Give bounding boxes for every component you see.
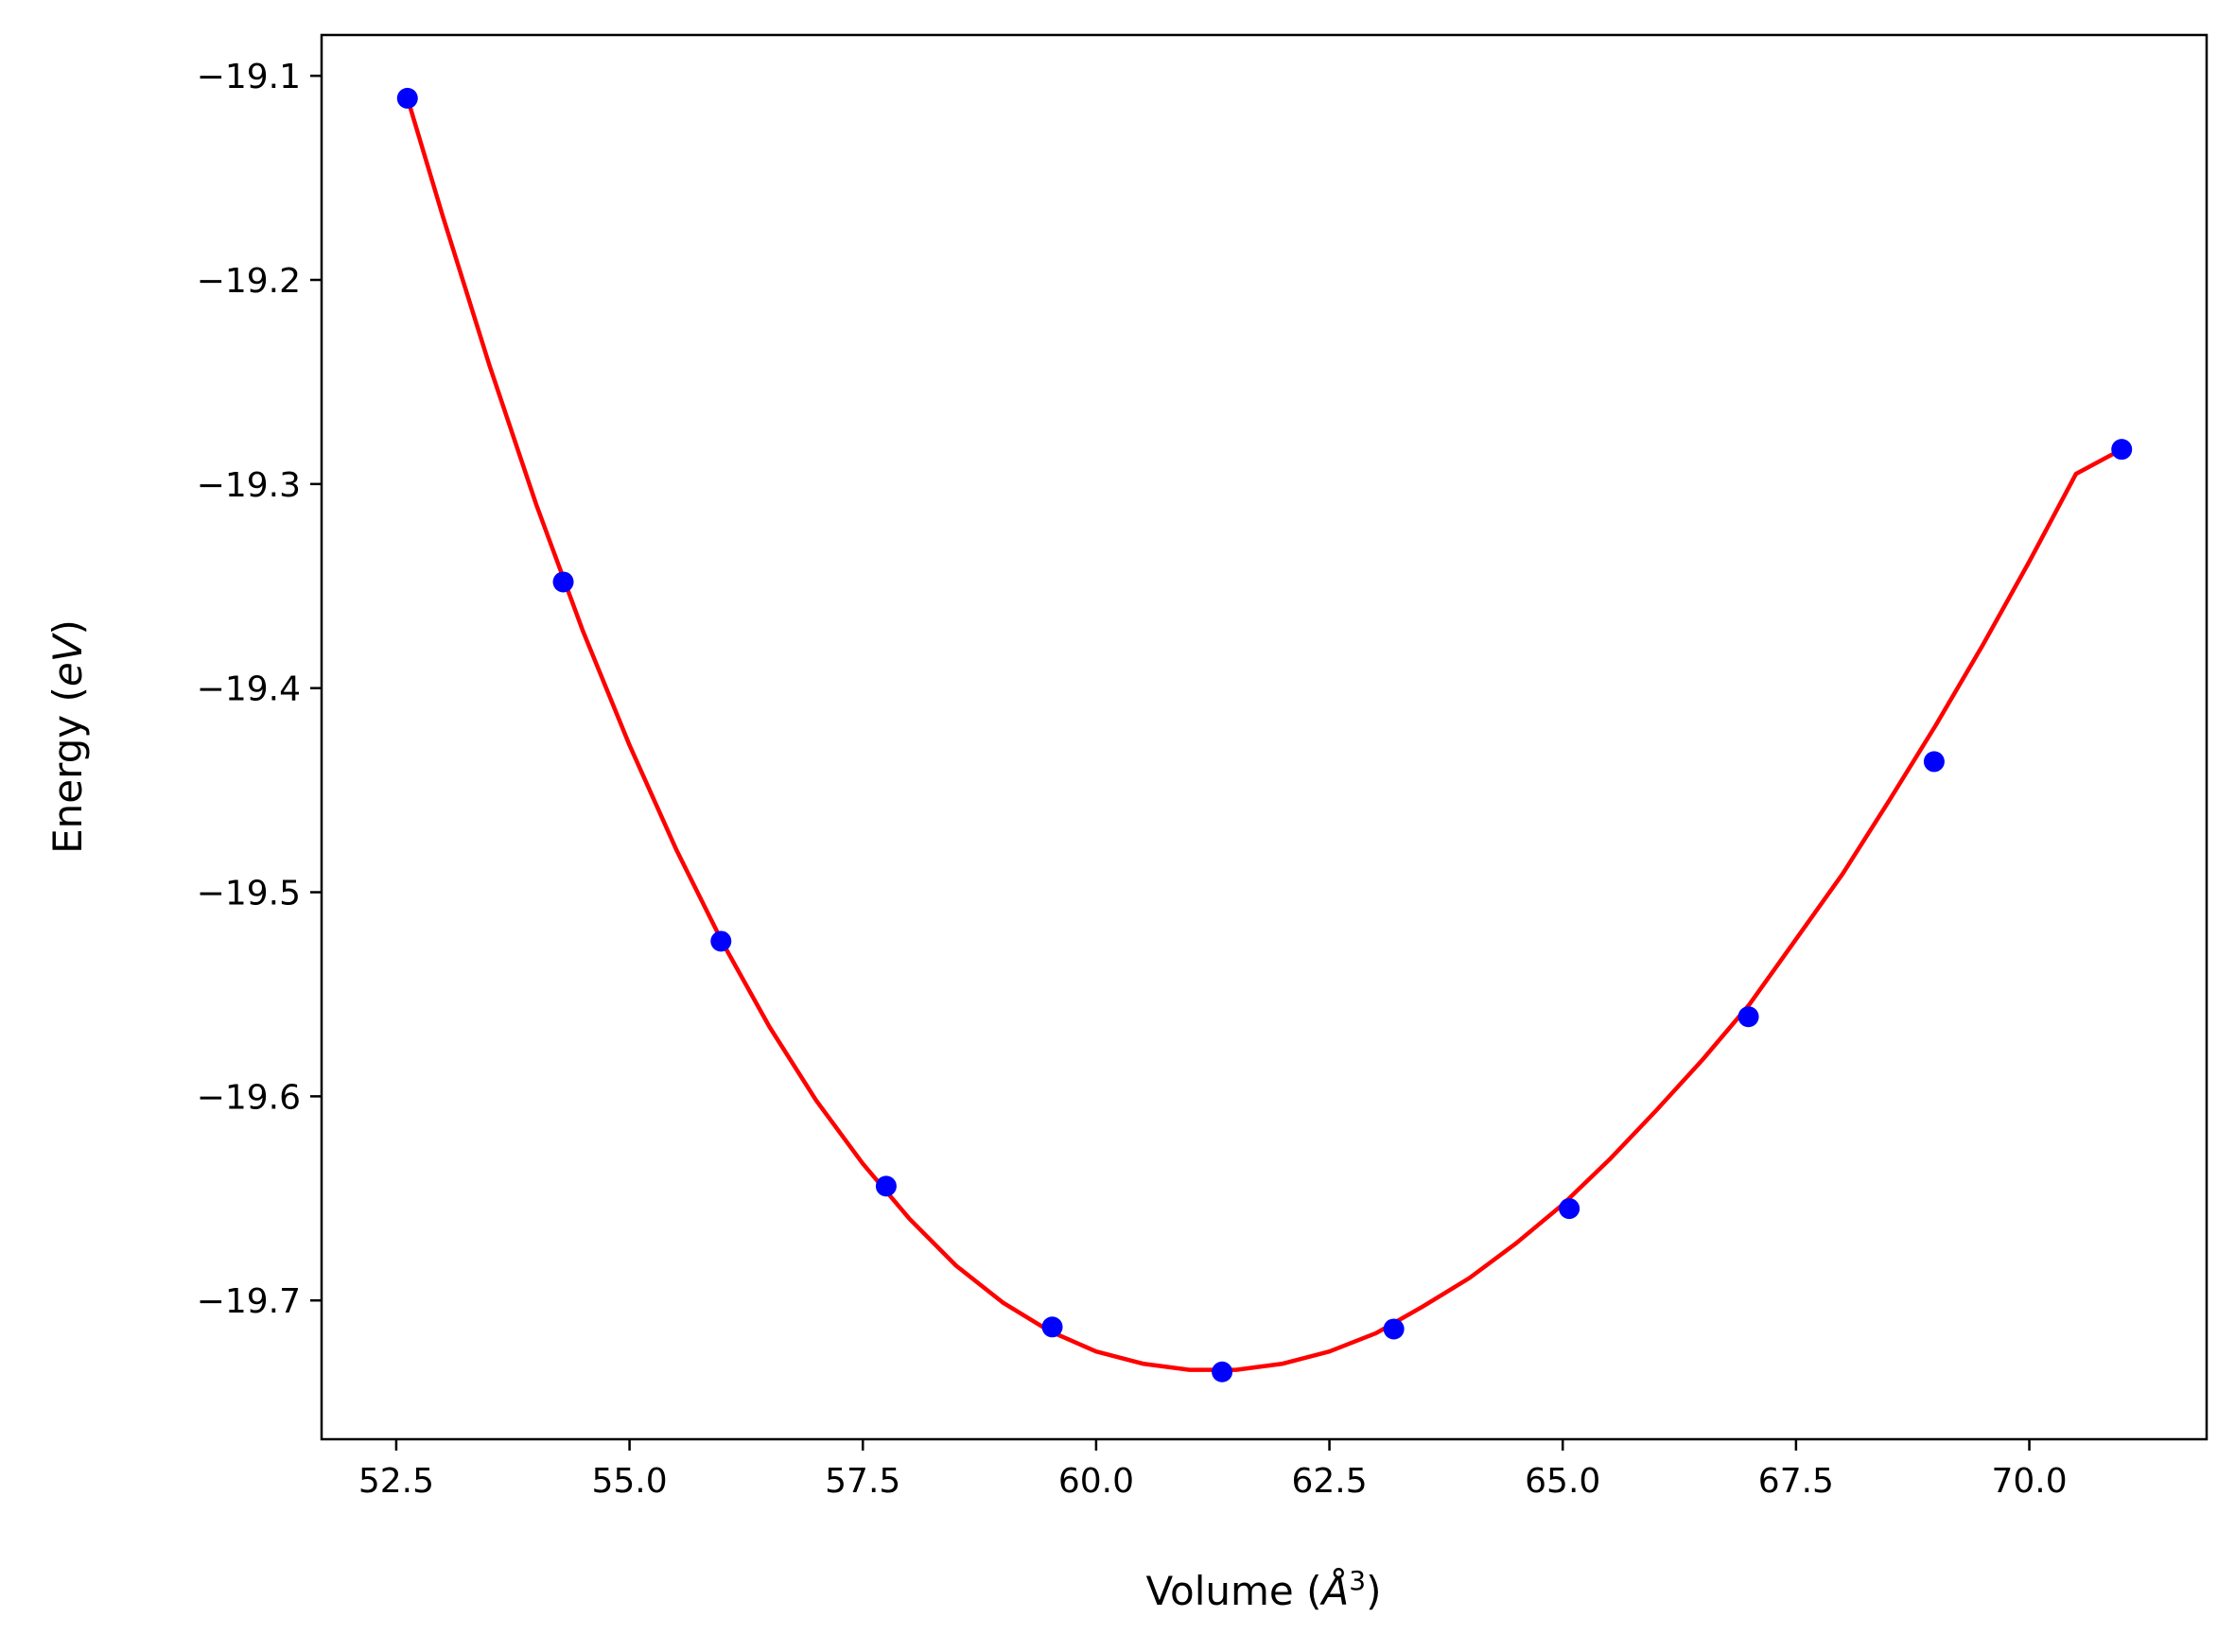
y-tick-label: −19.1 — [197, 58, 301, 96]
x-tick-label: 67.5 — [1758, 1462, 1834, 1501]
x-axis-label: Volume (Å3) — [1146, 1565, 1382, 1614]
data-point — [1737, 1006, 1759, 1028]
data-point — [2111, 439, 2133, 461]
data-point — [710, 930, 732, 952]
data-point — [875, 1175, 897, 1197]
y-tick-label: −19.4 — [197, 670, 301, 709]
y-tick-label: −19.6 — [197, 1078, 301, 1117]
data-point — [396, 87, 418, 109]
y-tick-label: −19.3 — [197, 466, 301, 505]
data-point — [1212, 1361, 1233, 1382]
x-tick-label: 60.0 — [1058, 1462, 1134, 1501]
x-tick-label: 62.5 — [1291, 1462, 1367, 1501]
y-tick-label: −19.2 — [197, 262, 301, 301]
y-tick-label: −19.7 — [197, 1282, 301, 1321]
data-point — [1041, 1316, 1063, 1338]
y-tick-label: −19.5 — [197, 875, 301, 913]
y-axis-label: Energy (eV) — [44, 619, 91, 854]
y-axis: −19.1 −19.2 −19.3 −19.4 −19.5 −19.6 −19.7 — [197, 58, 322, 1321]
x-tick-label: 52.5 — [358, 1462, 434, 1501]
data-point — [1383, 1318, 1405, 1340]
x-axis: 52.5 55.0 57.5 60.0 62.5 65.0 67.5 70.0 — [358, 1439, 2068, 1501]
x-tick-label: 70.0 — [1991, 1462, 2067, 1501]
data-point — [552, 571, 574, 593]
x-tick-label: 55.0 — [592, 1462, 668, 1501]
axes-frame — [320, 33, 2209, 1441]
x-tick-label: 57.5 — [825, 1462, 900, 1501]
plot-layer — [396, 87, 2133, 1382]
fit-curve — [405, 97, 2123, 1372]
data-point — [1559, 1198, 1580, 1220]
data-point — [1923, 751, 1945, 773]
x-tick-label: 65.0 — [1525, 1462, 1600, 1501]
